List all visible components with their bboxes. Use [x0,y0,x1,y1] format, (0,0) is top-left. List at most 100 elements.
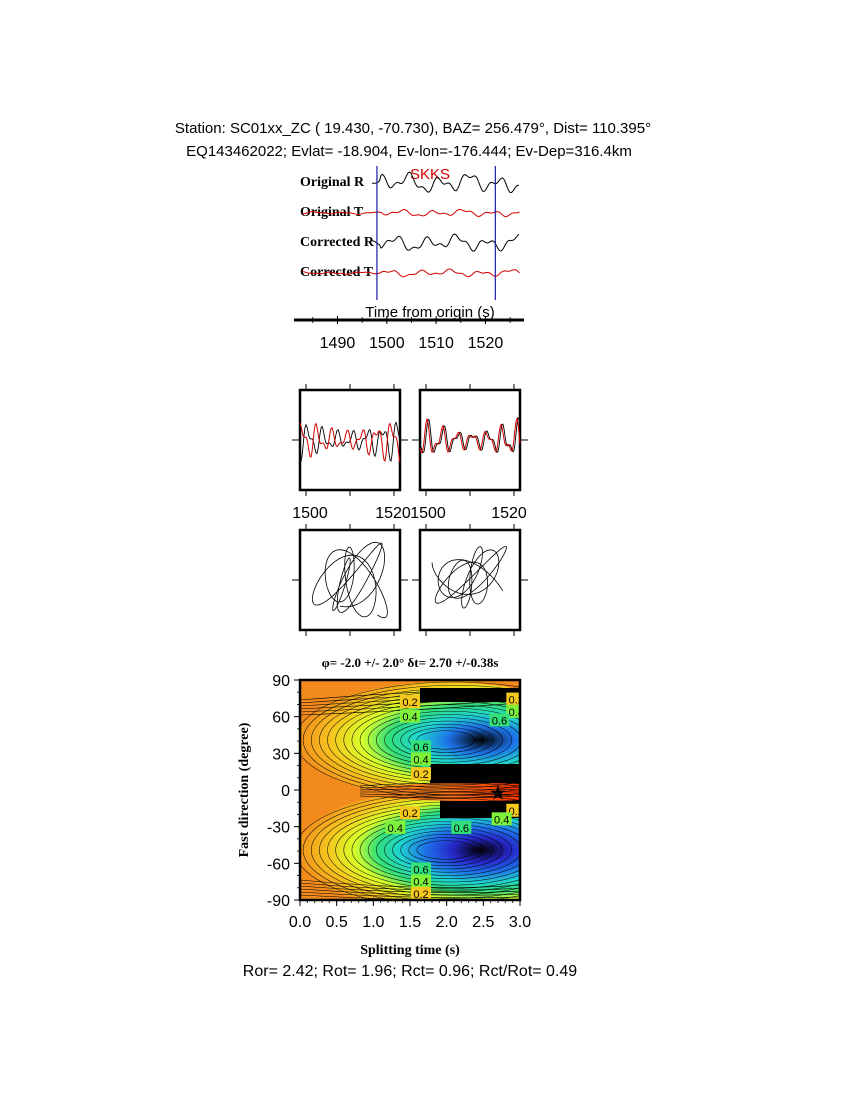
contour-line [343,811,520,889]
waveform-panels: 1500 1520 1500 1520 [292,384,528,636]
particle-motion-original [298,528,402,632]
ratio-summary: Ror= 2.42; Rot= 1.96; Rct= 0.96; Rct/Rot… [242,963,578,980]
contour-label-box [411,767,431,781]
trace-corrected-r [371,233,520,252]
station-info: Station: SC01xx_ZC ( 19.430, -70.730), B… [174,120,652,137]
time-tick-label: 1510 [418,335,454,352]
contour-line [384,717,513,763]
y-tick-label: -90 [267,893,290,910]
contour-line [359,788,520,791]
heatmap-field: 0.20.40.20.40.60.60.40.20.20.4 0.60.20.40… [300,680,524,901]
contour-label-box [506,692,520,706]
contour-line [343,701,520,779]
contour-line [319,691,520,789]
x-axis-label: Splitting time (s) [360,943,460,958]
y-tick-label: 60 [272,710,290,727]
waveform-right-xtick-1500: 1500 [410,505,446,522]
contour-label: 0.6 [454,823,469,835]
contour-line [359,782,520,787]
contour-line [400,723,494,757]
time-tick-label: 1500 [369,335,405,352]
contour-label: 0.4 [413,754,428,766]
trace-label-corrected-t: Corrected T [300,265,374,280]
contour-label: 0.2 [509,806,524,818]
x-tick-label: 0.0 [289,914,311,931]
time-tick-label: 1520 [468,335,504,352]
contour-line [400,833,494,867]
waveform-left-xtick-1500: 1500 [292,505,328,522]
x-tick-label: 3.0 [509,914,531,931]
contour-label: 0.6 [413,742,428,754]
contour-labels: 0.20.40.20.40.60.60.40.20.20.4 0.60.20.40… [385,692,524,901]
contour-line [319,801,520,899]
phase-label: SKKS [410,166,450,183]
waveform-original-slow [299,422,401,462]
trace-label-original-r: Original R [300,175,365,190]
best-fit-star-icon: ★ [489,782,507,804]
contour-line [359,795,520,799]
contour-line [310,798,520,900]
event-info: EQ143462022; Evlat= -18.904, Ev-lon=-176… [186,143,632,160]
contour-label: 0.6 [413,864,428,876]
result-title: φ= -2.0 +/- 2.0° δt= 2.70 +/-0.38s [322,655,499,670]
y-tick-label: -30 [267,820,290,837]
contour-line [335,807,520,893]
contour-label-box [411,752,431,766]
contour-label: 0.4 [494,814,509,826]
contour-label: 0.2 [413,889,428,901]
contour-line [367,820,520,880]
contour-line [375,714,520,766]
contour-line [335,697,520,783]
particle-path-corrected [431,545,507,609]
contour-line [359,793,520,796]
contour-label: 0.2 [413,769,428,781]
heatmap-mid-dark-band-upper [430,764,520,786]
contour-line [408,837,485,863]
waveform-corrected-slow [419,417,521,454]
contour-label: 0.4 [509,707,524,719]
contour-label: 0.2 [402,697,417,709]
contour-line [416,840,475,860]
contour-line [351,704,520,776]
contour-line [375,824,520,876]
contour-label-box [411,740,431,754]
particle-path-original [311,541,388,619]
contour-line [408,727,485,753]
x-tick-label: 1.5 [399,914,421,931]
contour-label: 0.6 [492,715,507,727]
contour-label-box [491,812,512,826]
contour-lines [300,681,520,900]
y-tick-label: -60 [267,856,290,873]
contour-label-box [411,874,431,888]
contour-label-box [506,704,520,718]
contour-label: 0.2 [402,808,417,820]
contour-label-box [400,695,420,708]
contour-line [300,687,520,701]
y-axis-label: Fast direction (degree) [237,722,252,857]
contour-label-box [385,820,406,834]
x-tick-label: 2.5 [472,914,494,931]
contour-label-box [489,713,510,727]
y-tick-label: 0 [281,783,290,800]
time-tick-label: 1490 [320,335,356,352]
waveform-right-xtick-1520: 1520 [491,505,527,522]
contour-line [367,710,520,770]
grid-search-heatmap: φ= -2.0 +/- 2.0° δt= 2.70 +/-0.38s 0.20.… [237,655,531,958]
time-axis-label: Time from origin (s) [365,304,494,321]
y-tick-label: 30 [272,746,290,763]
x-tick-label: 2.0 [436,914,458,931]
contour-label: 0.2 [509,695,524,707]
trace-label-corrected-r: Corrected R [300,235,375,250]
contour-label: 0.4 [413,877,428,889]
contour-line [392,830,503,870]
contour-label: 0.4 [388,823,403,835]
heatmap-axis-ticks: 0.0 0.5 1.0 1.5 2.0 2.5 3.0 90 60 30 0 -30 -60 -90 [267,673,531,931]
contour-label-box [451,820,472,834]
x-tick-label: 1.0 [362,914,384,931]
contour-line [327,694,520,786]
particle-motion-panels [298,528,522,632]
waveform-panel-corrected [418,388,522,492]
contour-line [384,827,513,873]
